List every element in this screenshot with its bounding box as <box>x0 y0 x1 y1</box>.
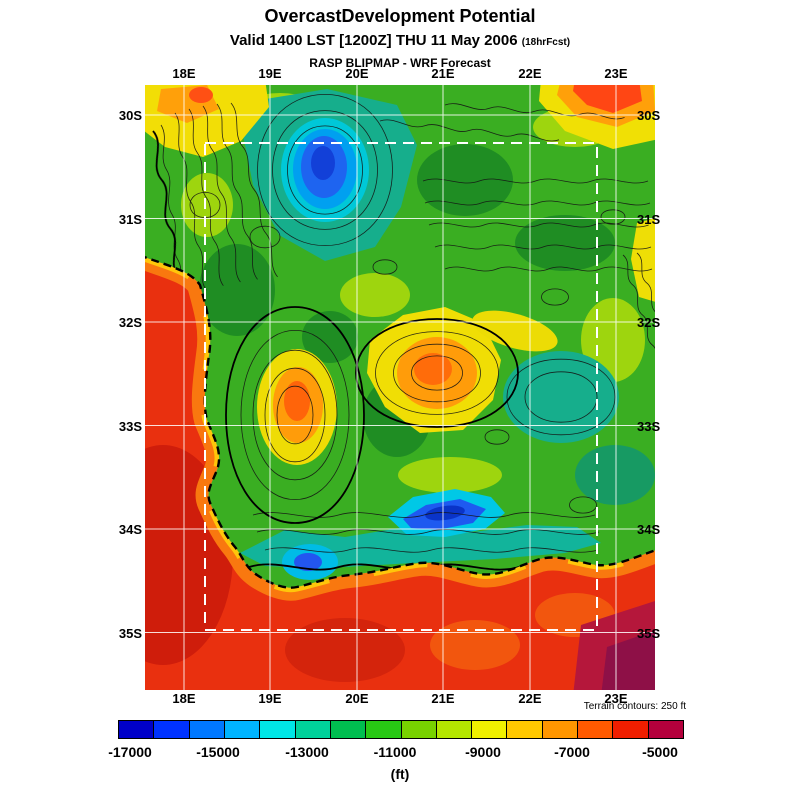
colorbar-segment <box>295 721 331 738</box>
colorbar-tick-label: -17000 <box>108 744 152 760</box>
colorbar-tick-label: -15000 <box>196 744 240 760</box>
grid-lines <box>145 85 655 690</box>
colorbar-segment <box>224 721 261 738</box>
colorbar-tick-label: -7000 <box>554 744 590 760</box>
lon-label: 18E <box>172 691 196 706</box>
lon-label: 18E <box>172 66 196 81</box>
domain-boundary-box <box>204 142 598 631</box>
lon-label: 21E <box>431 691 455 706</box>
colorbar-segment <box>154 721 190 738</box>
colorbar-segment <box>472 721 508 738</box>
lat-label: 31S <box>637 212 661 227</box>
page-title: OvercastDevelopment Potential <box>264 6 536 26</box>
colorbar-segment <box>648 721 683 738</box>
lat-label: 32S <box>118 315 142 330</box>
lat-label: 33S <box>118 419 142 434</box>
lat-label: 31S <box>118 212 142 227</box>
lat-label: 30S <box>637 108 661 123</box>
colorbar-tick-label: -9000 <box>465 744 501 760</box>
lon-label: 19E <box>258 66 282 81</box>
land-region <box>145 85 655 588</box>
colorbar-segment <box>507 721 543 738</box>
lon-label: 19E <box>258 691 282 706</box>
forecast-hour-text: (18hrFcst) <box>521 37 571 48</box>
colorbar <box>118 720 684 739</box>
colorbar-segment <box>366 721 402 738</box>
lon-label: 20E <box>345 691 369 706</box>
model-line: RASP BLIPMAP - WRF Forecast <box>309 56 491 70</box>
colorbar-segment <box>330 721 367 738</box>
lon-label: 22E <box>518 691 542 706</box>
lat-label: 35S <box>118 626 142 641</box>
valid-time-line: Valid 1400 LST [1200Z] THU 11 May 2006 (… <box>0 32 800 49</box>
coastline <box>145 255 655 589</box>
lon-label: 20E <box>345 66 369 81</box>
colorbar-segment <box>260 721 296 738</box>
colorbar-segment <box>401 721 437 738</box>
colorbar-segment <box>436 721 473 738</box>
lat-label: 32S <box>637 315 661 330</box>
lat-label: 33S <box>637 419 661 434</box>
lat-label: 34S <box>637 522 661 537</box>
colorbar-segment <box>578 721 614 738</box>
lon-label: 22E <box>518 66 542 81</box>
colorbar-tick-label: -11000 <box>373 744 417 760</box>
lon-label: 23E <box>604 66 628 81</box>
colorbar-segment <box>119 721 155 738</box>
valid-time-text: Valid 1400 LST [1200Z] THU 11 May 2006 <box>229 32 518 49</box>
colorbar-tick-label: -5000 <box>642 744 678 760</box>
lat-label: 34S <box>118 522 142 537</box>
lat-label: 30S <box>118 108 142 123</box>
colorbar-tick-label: -13000 <box>285 744 329 760</box>
lon-label: 23E <box>604 691 628 706</box>
colorbar-segment <box>189 721 225 738</box>
units-label: (ft) <box>390 766 410 782</box>
colorbar-segment <box>613 721 649 738</box>
lon-label: 21E <box>431 66 455 81</box>
forecast-map <box>145 85 655 690</box>
colorbar-segment <box>542 721 579 738</box>
lat-label: 35S <box>637 626 661 641</box>
terrain-contours-note: Terrain contours: 250 ft <box>583 701 686 712</box>
